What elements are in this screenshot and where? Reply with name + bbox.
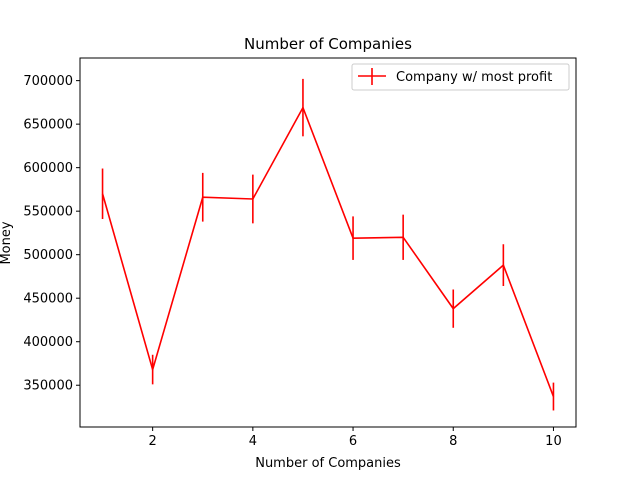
x-axis-ticks: 2 4 6 8 10: [149, 427, 562, 449]
y-tick-label: 600000: [23, 161, 73, 176]
y-tick-label: 350000: [23, 379, 73, 394]
chart-title: Number of Companies: [244, 35, 412, 53]
x-tick-label: 8: [449, 434, 457, 449]
plot-area: [80, 58, 576, 427]
y-axis-title: Money: [0, 221, 14, 264]
legend-label: Company w/ most profit: [396, 70, 552, 85]
y-tick-label: 450000: [23, 292, 73, 307]
y-tick-label: 700000: [23, 74, 73, 89]
x-tick-label: 4: [249, 434, 257, 449]
x-axis-title: Number of Companies: [255, 456, 401, 471]
legend: Company w/ most profit: [351, 63, 570, 91]
y-tick-label: 400000: [23, 335, 73, 350]
y-axis-ticks: 350000 400000 450000 500000 550000 600000 6500…: [23, 74, 80, 394]
x-tick-label: 10: [545, 434, 562, 449]
y-tick-label: 550000: [23, 205, 73, 220]
legend-box: [351, 63, 570, 91]
y-tick-label: 500000: [23, 248, 73, 263]
plot-frame: [79, 57, 577, 428]
series-line-company-most-profit: [101, 105, 555, 397]
x-tick-label: 2: [149, 434, 157, 449]
y-tick-label: 650000: [23, 118, 73, 133]
x-tick-label: 6: [349, 434, 357, 449]
